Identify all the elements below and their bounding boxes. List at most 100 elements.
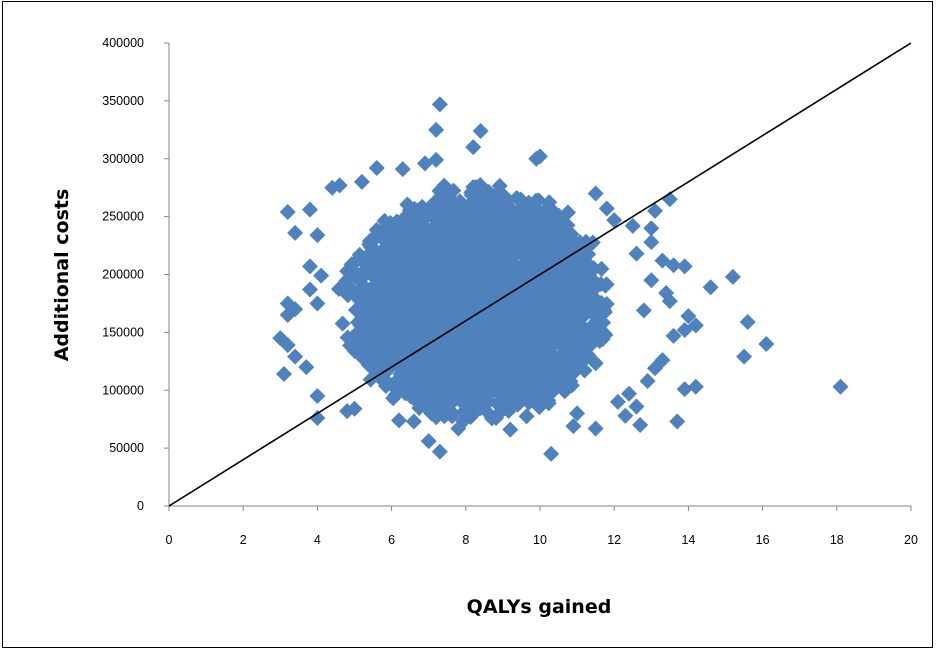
data-point [523, 360, 540, 377]
data-point [349, 314, 366, 331]
data-point [460, 382, 477, 399]
data-point [534, 352, 551, 369]
data-point [344, 329, 361, 346]
data-point [434, 267, 451, 284]
data-point [421, 293, 438, 310]
data-point [436, 361, 453, 378]
data-point [509, 191, 526, 208]
data-point [279, 307, 296, 324]
data-point [379, 346, 396, 363]
data-point [410, 275, 427, 292]
data-point [573, 285, 590, 302]
data-point [309, 295, 326, 312]
data-point [576, 362, 593, 379]
data-point [595, 324, 612, 341]
x-tick-label: 8 [462, 533, 469, 547]
data-point [560, 283, 577, 300]
data-point [665, 257, 682, 274]
data-point [498, 222, 515, 239]
data-point [551, 308, 568, 325]
x-tick-label: 20 [904, 533, 918, 547]
data-point [425, 351, 442, 368]
data-point [501, 329, 518, 346]
data-point [456, 308, 473, 325]
data-point [676, 258, 693, 275]
data-point [334, 315, 351, 332]
data-point [469, 247, 486, 264]
reference-line [168, 42, 912, 507]
data-point [484, 377, 501, 394]
data-point [353, 173, 370, 190]
data-point [385, 390, 402, 407]
data-point [373, 278, 390, 295]
y-tick-label: 250000 [102, 210, 144, 224]
data-point [528, 150, 545, 167]
x-axis-title: QALYs gained [467, 596, 612, 618]
data-point [449, 361, 466, 378]
data-point [513, 264, 530, 281]
data-point [497, 211, 514, 228]
data-point [535, 251, 552, 268]
data-point [465, 139, 482, 156]
x-tick-label: 18 [830, 533, 844, 547]
data-point [702, 279, 719, 296]
data-point [287, 348, 304, 365]
y-tick-label: 200000 [102, 268, 144, 282]
data-point [724, 268, 741, 285]
data-point [368, 160, 385, 177]
data-point [301, 201, 318, 218]
data-point [574, 300, 591, 317]
data-point [511, 354, 528, 371]
data-point [484, 206, 501, 223]
data-point [376, 259, 393, 276]
data-point [353, 337, 370, 354]
data-point [279, 337, 296, 354]
data-point [478, 365, 495, 382]
data-point [587, 420, 604, 437]
data-point [538, 302, 555, 319]
data-point [362, 319, 379, 336]
y-tick-label: 400000 [102, 36, 144, 50]
x-axis-ticks: 0 2 4 6 8 10 12 14 16 18 20 [166, 506, 918, 547]
data-point [298, 359, 315, 376]
data-point [418, 313, 435, 330]
data-point [462, 408, 479, 425]
data-point [400, 304, 417, 321]
data-point [434, 237, 451, 254]
data-point [503, 337, 520, 354]
data-point [438, 187, 455, 204]
data-point [423, 405, 440, 422]
data-point [313, 267, 330, 284]
data-point [454, 257, 471, 274]
data-point [590, 295, 607, 312]
data-point [287, 224, 304, 241]
data-point [502, 421, 519, 438]
data-point [365, 306, 382, 323]
data-point [431, 443, 448, 460]
data-point [399, 220, 416, 237]
data-point [365, 259, 382, 276]
data-point [480, 239, 497, 256]
data-point [502, 237, 519, 254]
data-point [391, 412, 408, 429]
data-point [624, 217, 641, 234]
data-point [522, 254, 539, 271]
data-point [564, 325, 581, 342]
data-point [385, 279, 402, 296]
data-point [680, 308, 697, 325]
data-point [420, 246, 437, 263]
data-point [529, 382, 546, 399]
data-point [573, 349, 590, 366]
data-point [408, 238, 425, 255]
data-point [587, 185, 604, 202]
data-point [431, 96, 448, 113]
data-point [555, 339, 572, 356]
data-point [520, 394, 537, 411]
y-axis-title: Additional costs [51, 189, 73, 362]
data-point [309, 227, 326, 244]
y-tick-label: 150000 [102, 325, 144, 339]
data-point [489, 276, 506, 293]
x-tick-label: 0 [166, 533, 173, 547]
data-point [472, 184, 489, 201]
